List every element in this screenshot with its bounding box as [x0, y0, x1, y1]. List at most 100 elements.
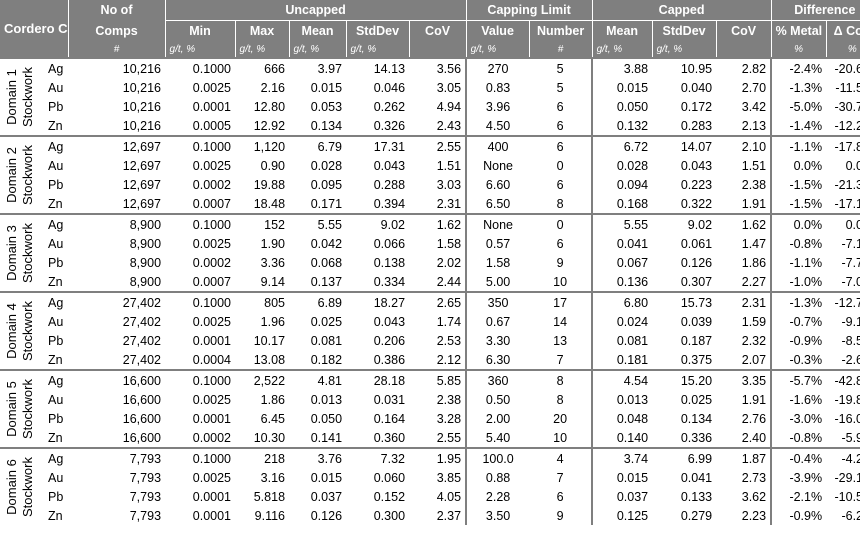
uncapped-max-cell: 10.17	[253, 333, 286, 348]
uncapped-cov-cell: 1.95	[409, 447, 467, 468]
uncapped-min-cell: 0.1000	[165, 213, 236, 234]
uncapped-mean-cell: 0.171	[310, 196, 343, 211]
delta-cov-cell: -42.8%	[826, 369, 860, 390]
uncapped-cov-cell: 2.65	[409, 291, 467, 312]
table-row: Domain 4 Stockwork Ag 27,402 0.1000 805 6.89 18…	[0, 291, 860, 370]
header-min: Min	[164, 20, 236, 41]
uncapped-stddev-cell: 0.300	[373, 508, 406, 523]
comps-cell: 27,402	[122, 333, 162, 348]
unit-mean: g/t, %	[288, 41, 347, 58]
uncapped-mean-cell: 0.025	[310, 314, 343, 329]
uncapped-max-cell: 19.88	[253, 177, 286, 192]
cap-value-cell: None	[465, 156, 530, 175]
domain-name: Domain 3	[4, 225, 19, 281]
uncapped-cov-cell: 1.51	[436, 158, 462, 173]
header-mean: Mean	[288, 20, 347, 41]
header-stddev: StdDev	[345, 20, 410, 41]
cap-value-cell: 6.30	[465, 350, 530, 370]
delta-cov-cell: -16.0%	[834, 411, 860, 426]
pct-metal-cell: -3.9%	[770, 468, 827, 487]
element-cell: Ag	[40, 447, 69, 468]
capped-cov-cell: 3.42	[741, 99, 767, 114]
uncapped-min-cell: 0.1000	[165, 135, 236, 156]
pct-metal-cell: 0.0%	[770, 156, 827, 175]
capped-stddev-cell: 0.336	[680, 430, 713, 445]
element-cell: Zn	[48, 118, 63, 133]
uncapped-max-cell: 9.116	[254, 508, 286, 523]
capped-cov-cell: 2.82	[716, 57, 772, 78]
uncapped-max-cell: 2.16	[260, 80, 286, 95]
uncapped-cov-cell: 1.74	[436, 314, 462, 329]
capped-cov-cell: 1.62	[716, 213, 772, 234]
cap-value-cell: None	[465, 213, 530, 234]
comps-cell: 16,600	[122, 411, 162, 426]
cap-value-cell: 5.40	[465, 428, 530, 448]
comps-cell: 10,216	[122, 80, 162, 95]
cap-value-cell: 6.50	[465, 194, 530, 214]
comps-cell: 7,793	[129, 508, 162, 523]
cap-number-cell: 6	[556, 99, 564, 114]
cap-value-cell: 0.67	[465, 312, 530, 331]
cap-value-cell: 3.50	[465, 506, 530, 525]
capped-mean-cell: 0.140	[591, 428, 653, 448]
element-cell: Ag	[40, 291, 69, 312]
cap-value-cell: 2.28	[465, 487, 530, 506]
capped-mean-cell: 0.181	[591, 350, 653, 370]
pct-metal-cell: -0.4%	[770, 447, 827, 468]
delta-cov-cell: -17.1%	[834, 196, 860, 211]
uncapped-min-cell: 0.0005	[192, 118, 232, 133]
pct-metal-cell: -2.1%	[770, 487, 827, 506]
header-difference: Difference	[770, 0, 860, 21]
uncapped-cov-cell: 2.31	[436, 196, 462, 211]
unit-capped-cov	[715, 41, 772, 58]
uncapped-mean-cell: 0.182	[310, 352, 343, 367]
uncapped-cov-cell: 5.85	[409, 369, 467, 390]
header-max: Max	[234, 20, 290, 41]
comps-cell: 12,697	[122, 177, 162, 192]
delta-cov-cell: -7.7%	[841, 255, 860, 270]
element-cell: Pb	[48, 177, 64, 192]
element-cell: Pb	[48, 333, 64, 348]
cap-number-cell: 6	[556, 489, 564, 504]
comps-cell: 16,600	[122, 430, 162, 445]
pct-metal-cell: -5.0%	[770, 97, 827, 116]
cap-number-cell: 6	[556, 118, 564, 133]
unit-capped-mean: g/t, %	[591, 41, 653, 58]
delta-cov-cell: -9.1%	[841, 314, 860, 329]
pct-metal-cell: -0.9%	[770, 506, 827, 525]
domain-subtitle: Stockwork	[20, 145, 35, 205]
uncapped-stddev-cell: 18.27	[346, 291, 410, 312]
capped-cov-cell: 2.70	[741, 80, 767, 95]
capped-stddev-cell: 0.134	[680, 411, 713, 426]
uncapped-max-cell: 12.92	[253, 118, 286, 133]
table-row: Pb 12,697 0.0002 19.88 0.095 0.288 3.03 6.60 6 0.…	[0, 175, 860, 194]
capped-mean-cell: 0.015	[591, 468, 653, 487]
table-row: Zn 16,600 0.0002 10.30 0.141 0.360 2.55 5.40 10 0…	[0, 428, 860, 448]
capped-cov-cell: 2.32	[741, 333, 767, 348]
capped-stddev-cell: 0.061	[680, 236, 713, 251]
capped-cov-cell: 2.73	[741, 470, 767, 485]
table-row: Au 8,900 0.0025 1.90 0.042 0.066 1.58 0.57 6 0.04…	[0, 234, 860, 253]
header-capped-stddev: StdDev	[651, 20, 717, 41]
capped-stddev-cell: 0.322	[680, 196, 713, 211]
uncapped-mean-cell: 4.81	[289, 369, 347, 390]
uncapped-cov-cell: 3.85	[436, 470, 462, 485]
uncapped-mean-cell: 0.134	[310, 118, 343, 133]
element-cell: Au	[48, 80, 64, 95]
uncapped-max-cell: 1.86	[260, 392, 286, 407]
table-row: Au 27,402 0.0025 1.96 0.025 0.043 1.74 0.67 14 0.…	[0, 312, 860, 331]
unit-stddev: g/t, %	[345, 41, 410, 58]
header-capping-limit: Capping Limit	[465, 0, 593, 21]
capped-mean-cell: 5.55	[591, 213, 653, 234]
capped-stddev-cell: 0.043	[680, 158, 713, 173]
uncapped-cov-cell: 2.55	[436, 430, 462, 445]
uncapped-min-cell: 0.0004	[192, 352, 232, 367]
capped-cov-cell: 1.47	[741, 236, 767, 251]
domain-subtitle: Stockwork	[20, 223, 35, 283]
header-no-of: No of	[67, 0, 166, 21]
uncapped-mean-cell: 0.042	[310, 236, 343, 251]
uncapped-mean-cell: 0.013	[310, 392, 343, 407]
cap-number-cell: 8	[529, 369, 593, 390]
unit-cap-value: g/t, %	[465, 41, 530, 58]
capped-cov-cell: 1.51	[741, 158, 767, 173]
